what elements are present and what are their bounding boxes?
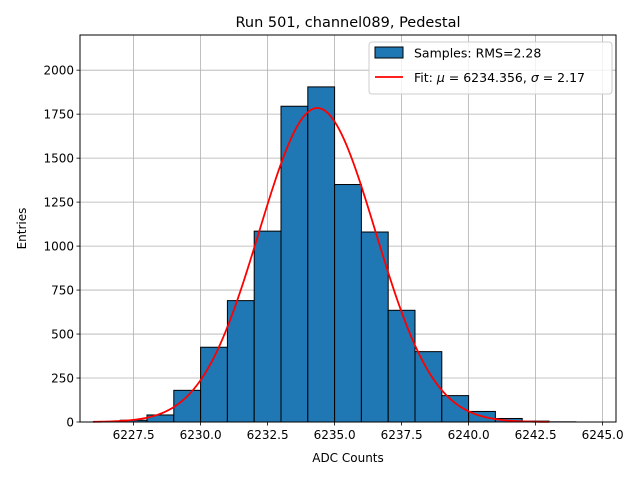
histogram-bar — [387, 309, 416, 423]
y-tick-label: 750 — [51, 283, 74, 297]
x-tick-label: 6242.5 — [515, 428, 557, 442]
histogram-bar — [307, 86, 336, 423]
legend-box — [368, 41, 613, 95]
x-tick-label: 6232.5 — [247, 428, 289, 442]
y-tick-label: 1000 — [43, 239, 74, 253]
fit-curve — [93, 107, 550, 423]
plot-frame — [79, 34, 617, 423]
histogram-bar — [360, 231, 389, 423]
y-tick-label: 2000 — [43, 63, 74, 77]
histogram-bar — [414, 351, 443, 423]
legend-histogram-label: Samples: RMS=2.28 — [414, 46, 541, 61]
y-tick-label: 1750 — [43, 107, 74, 121]
x-tick-label: 6227.5 — [113, 428, 155, 442]
y-tick-label: 250 — [51, 371, 74, 385]
fit-curve-layer — [93, 107, 550, 423]
legend-fit-sigma-value: = 2.17 — [539, 70, 585, 85]
y-axis-label: Entries — [15, 208, 29, 250]
x-tick-label: 6245.0 — [582, 428, 624, 442]
y-tick-label: 1500 — [43, 151, 74, 165]
x-tick-label: 6237.5 — [381, 428, 423, 442]
x-tick-label: 6235.0 — [314, 428, 356, 442]
x-tick-label: 6240.0 — [448, 428, 490, 442]
y-tick-label: 500 — [51, 327, 74, 341]
y-axis-ticks: 0 250 500 750 1000 1250 1500 1750 2000 — [43, 63, 80, 429]
legend-fit-label: Fit: μ = 6234.356, σ = 2.17 — [414, 70, 585, 85]
y-tick-label: 1250 — [43, 195, 74, 209]
legend-fit-prefix: Fit: — [414, 70, 437, 85]
y-tick-label: 0 — [66, 415, 74, 429]
chart-title: Run 501, channel089, Pedestal — [235, 15, 460, 31]
legend-histogram-swatch — [374, 46, 404, 59]
legend-fit-sigma-symbol: σ — [531, 70, 540, 85]
x-axis-label: ADC Counts — [312, 451, 384, 465]
histogram-bar — [334, 184, 362, 423]
legend-fit-mu-value: = 6234.356, — [445, 70, 531, 85]
legend: Samples: RMS=2.28 Fit: μ = 6234.356, σ =… — [368, 41, 613, 95]
legend-fit-mu-symbol: μ — [436, 70, 445, 85]
x-tick-label: 6230.0 — [180, 428, 222, 442]
x-axis-ticks: 6227.5 6230.0 6232.5 6235.0 6237.5 6240.0 6242… — [113, 422, 624, 442]
histogram-bar — [253, 230, 282, 423]
